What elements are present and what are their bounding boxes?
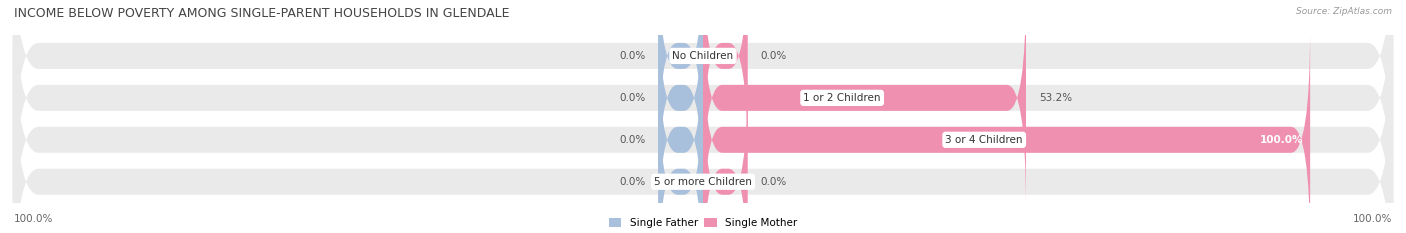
Legend: Single Father, Single Mother: Single Father, Single Mother <box>609 218 797 228</box>
Text: 0.0%: 0.0% <box>761 177 787 187</box>
FancyBboxPatch shape <box>658 69 703 233</box>
Text: 0.0%: 0.0% <box>619 135 645 145</box>
FancyBboxPatch shape <box>703 0 1026 211</box>
Text: 100.0%: 100.0% <box>1353 214 1392 224</box>
Text: 53.2%: 53.2% <box>1039 93 1071 103</box>
Text: No Children: No Children <box>672 51 734 61</box>
Text: 3 or 4 Children: 3 or 4 Children <box>945 135 1024 145</box>
Text: 0.0%: 0.0% <box>761 51 787 61</box>
FancyBboxPatch shape <box>658 0 703 211</box>
Text: 1 or 2 Children: 1 or 2 Children <box>803 93 882 103</box>
Text: 5 or more Children: 5 or more Children <box>654 177 752 187</box>
Text: 0.0%: 0.0% <box>619 93 645 103</box>
Text: INCOME BELOW POVERTY AMONG SINGLE-PARENT HOUSEHOLDS IN GLENDALE: INCOME BELOW POVERTY AMONG SINGLE-PARENT… <box>14 7 509 20</box>
FancyBboxPatch shape <box>13 0 1393 233</box>
FancyBboxPatch shape <box>13 27 1393 233</box>
Text: 0.0%: 0.0% <box>619 51 645 61</box>
FancyBboxPatch shape <box>13 0 1393 233</box>
Text: 0.0%: 0.0% <box>619 177 645 187</box>
Text: Source: ZipAtlas.com: Source: ZipAtlas.com <box>1296 7 1392 16</box>
FancyBboxPatch shape <box>658 0 703 169</box>
FancyBboxPatch shape <box>703 27 1310 233</box>
FancyBboxPatch shape <box>658 27 703 233</box>
Text: 100.0%: 100.0% <box>14 214 53 224</box>
Text: 100.0%: 100.0% <box>1260 135 1303 145</box>
FancyBboxPatch shape <box>703 69 748 233</box>
FancyBboxPatch shape <box>703 0 748 169</box>
FancyBboxPatch shape <box>13 0 1393 211</box>
